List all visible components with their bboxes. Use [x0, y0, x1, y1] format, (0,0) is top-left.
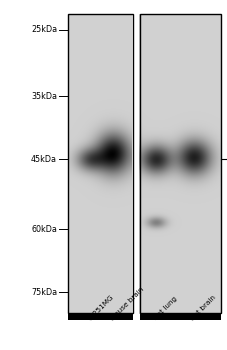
Text: 45kDa: 45kDa: [31, 155, 57, 164]
Text: U-251MG: U-251MG: [86, 293, 115, 321]
Text: Rat brain: Rat brain: [190, 294, 217, 321]
Text: Rat lung: Rat lung: [152, 296, 178, 321]
Bar: [140, 14, 221, 313]
Bar: [68, 14, 133, 313]
Text: 60kDa: 60kDa: [31, 225, 57, 234]
Bar: [68, 313, 133, 320]
Bar: [140, 313, 221, 320]
Text: Mouse brain: Mouse brain: [109, 286, 145, 321]
Text: 25kDa: 25kDa: [31, 25, 57, 34]
Text: 75kDa: 75kDa: [31, 288, 57, 297]
Text: 35kDa: 35kDa: [31, 92, 57, 101]
